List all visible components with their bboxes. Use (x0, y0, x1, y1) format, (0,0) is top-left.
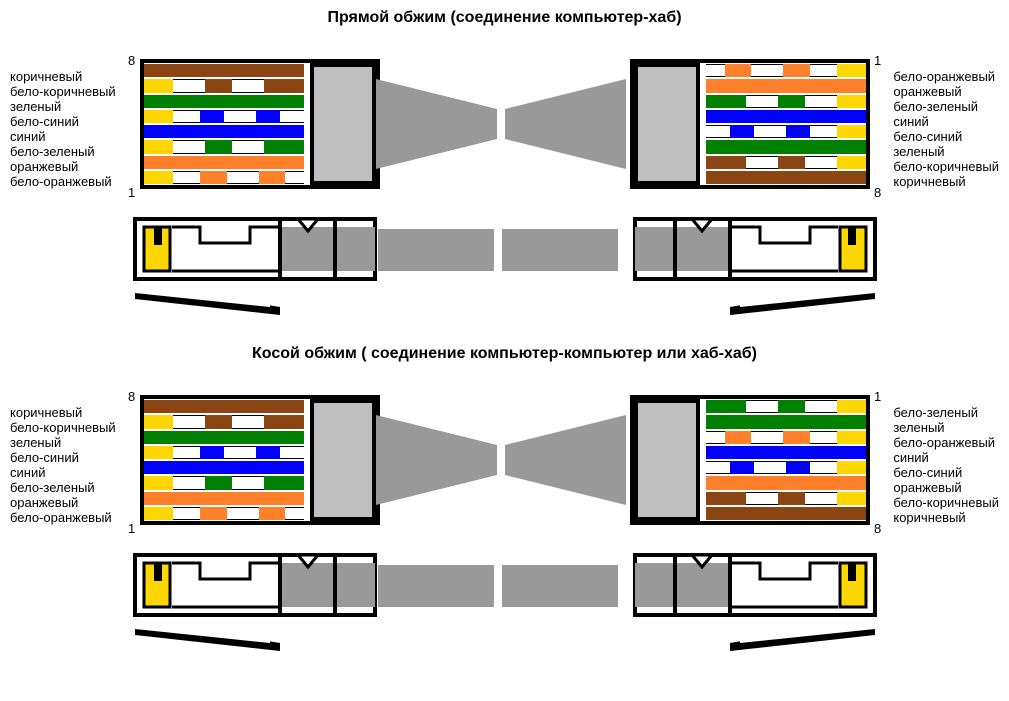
wire-label: бело-синий (10, 450, 116, 465)
rj45-side-view (130, 547, 380, 637)
cable-segment (505, 79, 626, 172)
left-top-pin: 8 (128, 53, 135, 68)
section-title: Косой обжим ( соединение компьютер-компь… (0, 345, 1009, 363)
right-top-pin: 1 (874, 389, 881, 404)
cable-segment (378, 565, 494, 607)
wire-label: синий (893, 114, 999, 129)
left-bottom-pin: 1 (128, 521, 135, 536)
wire-label: бело-коричневый (10, 420, 116, 435)
left-bottom-pin: 1 (128, 185, 135, 200)
wire-label: бело-оранжевый (10, 174, 116, 189)
wire-label: коричневый (10, 405, 116, 420)
wire-label: бело-синий (10, 114, 116, 129)
wire-label: зеленый (10, 99, 116, 114)
wire-label: бело-зеленый (10, 480, 116, 495)
right-bottom-pin: 8 (874, 185, 881, 200)
wire-label: оранжевый (10, 495, 116, 510)
cable-segment (376, 415, 497, 508)
wire-label: бело-коричневый (10, 84, 116, 99)
wire-label: зеленый (893, 144, 999, 159)
wire-label: коричневый (10, 69, 116, 84)
wire-label: зеленый (893, 420, 999, 435)
wire-label: бело-оранжевый (10, 510, 116, 525)
wire-label: бело-коричневый (893, 495, 999, 510)
wire-label: оранжевый (893, 480, 999, 495)
wire-label: бело-зеленый (893, 99, 999, 114)
wire-label: оранжевый (893, 84, 999, 99)
wire-label: бело-коричневый (893, 159, 999, 174)
wire-label: бело-зеленый (893, 405, 999, 420)
wire-labels-left: коричневыйбело-коричневыйзеленыйбело-син… (10, 69, 116, 189)
wire-label: синий (10, 129, 116, 144)
cable-segment (502, 565, 618, 607)
wire-labels-left: коричневыйбело-коричневыйзеленыйбело-син… (10, 405, 116, 525)
wire-labels-right: бело-оранжевыйоранжевыйбело-зеленыйсиний… (893, 69, 999, 189)
right-top-pin: 1 (874, 53, 881, 68)
section-title: Прямой обжим (соединение компьютер-хаб) (0, 9, 1009, 27)
wire-label: коричневый (893, 510, 999, 525)
wire-label: оранжевый (10, 159, 116, 174)
rj45-connector-top (140, 59, 380, 189)
wire-label: бело-оранжевый (893, 69, 999, 84)
right-bottom-pin: 8 (874, 521, 881, 536)
wire-labels-right: бело-зеленыйзеленыйбело-оранжевыйсинийбе… (893, 405, 999, 525)
rj45-side-view (130, 211, 380, 301)
wire-label: синий (10, 465, 116, 480)
rj45-connector-top (140, 395, 380, 525)
left-top-pin: 8 (128, 389, 135, 404)
cable-segment (376, 79, 497, 172)
wire-label: бело-синий (893, 465, 999, 480)
wire-label: бело-синий (893, 129, 999, 144)
wire-label: бело-зеленый (10, 144, 116, 159)
wire-label: бело-оранжевый (893, 435, 999, 450)
rj45-side-view (620, 547, 870, 637)
rj45-side-view (620, 211, 870, 301)
wire-label: зеленый (10, 435, 116, 450)
cable-segment (378, 229, 494, 271)
rj45-connector-top (630, 59, 870, 189)
cable-segment (502, 229, 618, 271)
wire-label: коричневый (893, 174, 999, 189)
cable-segment (505, 415, 626, 508)
wiring-section: коричневыйбело-коричневыйзеленыйбело-син… (0, 35, 1009, 335)
wiring-section: коричневыйбело-коричневыйзеленыйбело-син… (0, 371, 1009, 671)
wire-label: синий (893, 450, 999, 465)
rj45-connector-top (630, 395, 870, 525)
